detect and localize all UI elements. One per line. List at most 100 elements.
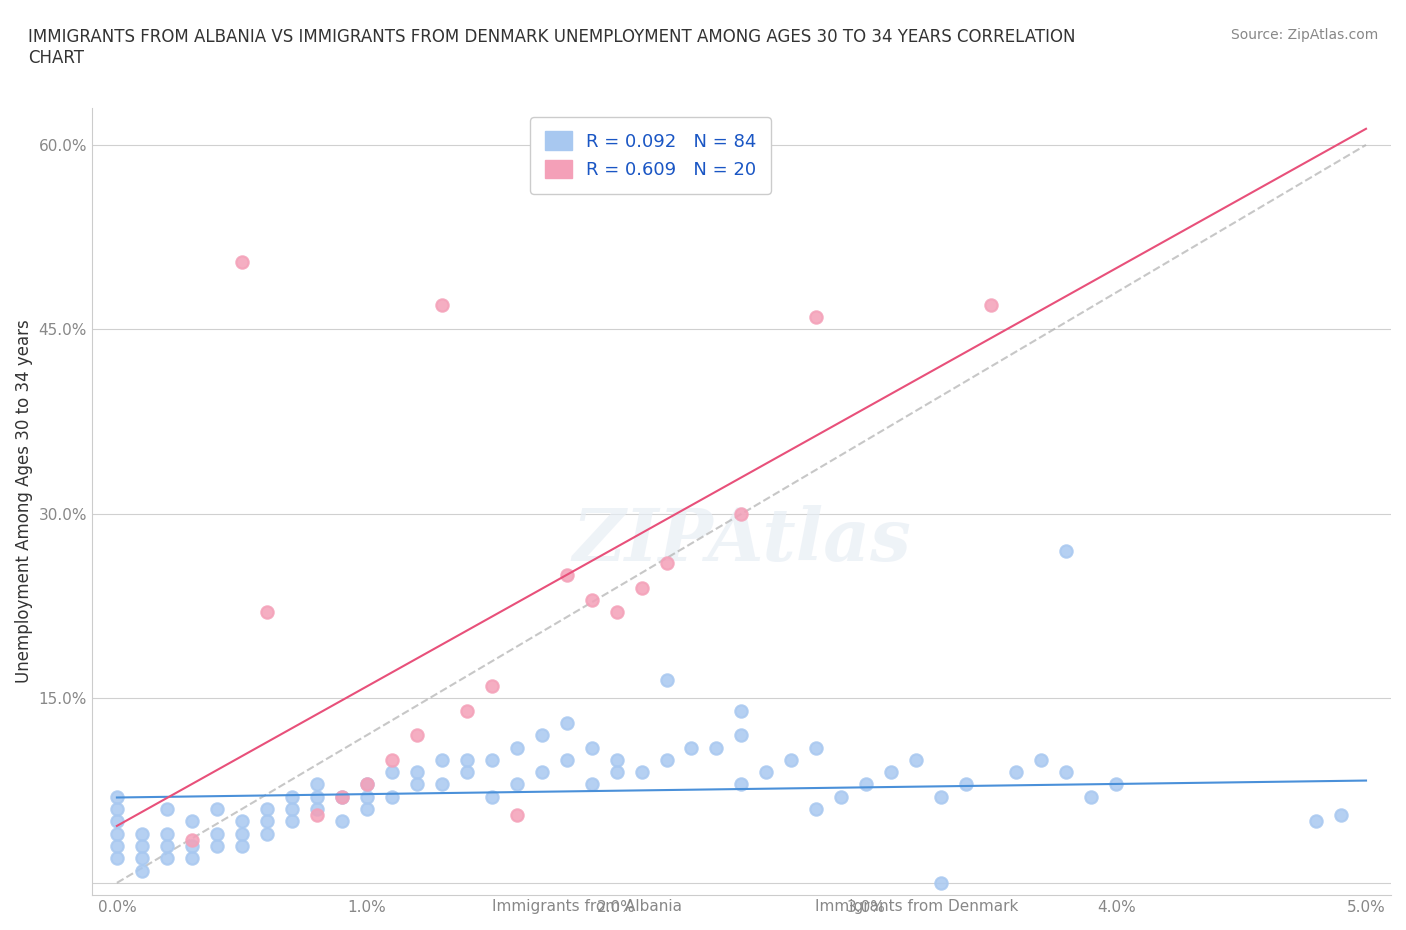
Point — [1330, 808, 1353, 823]
Point — [806, 310, 828, 325]
Point — [481, 752, 503, 767]
Legend: R = 0.092   N = 84, R = 0.609   N = 20: R = 0.092 N = 84, R = 0.609 N = 20 — [530, 117, 770, 193]
Point — [356, 790, 378, 804]
Point — [356, 777, 378, 791]
Point — [481, 790, 503, 804]
Point — [606, 604, 628, 619]
Point — [555, 715, 578, 730]
Point — [855, 777, 877, 791]
Point — [806, 802, 828, 817]
Point — [456, 703, 478, 718]
Point — [730, 728, 752, 743]
Point — [581, 740, 603, 755]
Point — [180, 814, 202, 829]
Point — [131, 863, 153, 878]
Point — [205, 802, 228, 817]
Point — [530, 728, 553, 743]
Point — [105, 814, 128, 829]
Point — [231, 826, 253, 841]
Point — [430, 777, 453, 791]
Point — [505, 808, 527, 823]
Point — [430, 298, 453, 312]
Point — [281, 802, 304, 817]
Point — [105, 826, 128, 841]
Point — [806, 740, 828, 755]
Point — [105, 790, 128, 804]
Point — [305, 808, 328, 823]
Point — [555, 752, 578, 767]
Point — [180, 851, 202, 866]
Point — [281, 814, 304, 829]
Point — [730, 703, 752, 718]
Point — [105, 802, 128, 817]
Point — [1054, 543, 1077, 558]
Text: ZIPAtlas: ZIPAtlas — [572, 505, 911, 577]
Point — [655, 752, 678, 767]
Point — [505, 740, 527, 755]
Point — [405, 777, 427, 791]
Point — [156, 826, 179, 841]
Point — [730, 777, 752, 791]
Point — [655, 555, 678, 570]
Point — [231, 254, 253, 269]
Point — [456, 764, 478, 779]
Point — [381, 790, 404, 804]
Point — [131, 826, 153, 841]
Point — [905, 752, 928, 767]
Point — [305, 802, 328, 817]
Point — [105, 839, 128, 854]
Point — [256, 604, 278, 619]
Point — [330, 790, 353, 804]
Point — [530, 764, 553, 779]
Point — [231, 839, 253, 854]
Point — [1105, 777, 1128, 791]
Point — [256, 814, 278, 829]
Point — [180, 839, 202, 854]
Point — [205, 839, 228, 854]
Point — [156, 851, 179, 866]
Point — [1305, 814, 1327, 829]
Point — [405, 764, 427, 779]
Point — [931, 790, 953, 804]
Point — [1080, 790, 1102, 804]
Point — [381, 752, 404, 767]
Point — [405, 728, 427, 743]
Text: Source: ZipAtlas.com: Source: ZipAtlas.com — [1230, 28, 1378, 42]
Point — [880, 764, 903, 779]
Point — [931, 875, 953, 890]
Point — [581, 592, 603, 607]
Point — [231, 814, 253, 829]
Point — [655, 672, 678, 687]
Point — [955, 777, 977, 791]
Point — [330, 790, 353, 804]
Text: IMMIGRANTS FROM ALBANIA VS IMMIGRANTS FROM DENMARK UNEMPLOYMENT AMONG AGES 30 TO: IMMIGRANTS FROM ALBANIA VS IMMIGRANTS FR… — [28, 28, 1076, 67]
Point — [356, 802, 378, 817]
Point — [156, 839, 179, 854]
Point — [980, 298, 1002, 312]
Point — [606, 752, 628, 767]
Y-axis label: Unemployment Among Ages 30 to 34 years: Unemployment Among Ages 30 to 34 years — [15, 320, 32, 684]
Point — [730, 507, 752, 522]
Point — [256, 826, 278, 841]
Point — [456, 752, 478, 767]
Point — [755, 764, 778, 779]
Point — [381, 764, 404, 779]
Point — [305, 777, 328, 791]
Point — [105, 851, 128, 866]
Point — [505, 777, 527, 791]
Point — [481, 679, 503, 694]
Point — [780, 752, 803, 767]
Point — [1031, 752, 1053, 767]
Point — [180, 832, 202, 847]
Point — [606, 764, 628, 779]
Point — [1054, 764, 1077, 779]
Point — [256, 802, 278, 817]
Point — [630, 580, 652, 595]
Point — [131, 839, 153, 854]
Point — [681, 740, 703, 755]
Point — [205, 826, 228, 841]
Point — [1005, 764, 1028, 779]
Point — [430, 752, 453, 767]
Text: Immigrants from Denmark: Immigrants from Denmark — [815, 899, 1019, 914]
Point — [281, 790, 304, 804]
